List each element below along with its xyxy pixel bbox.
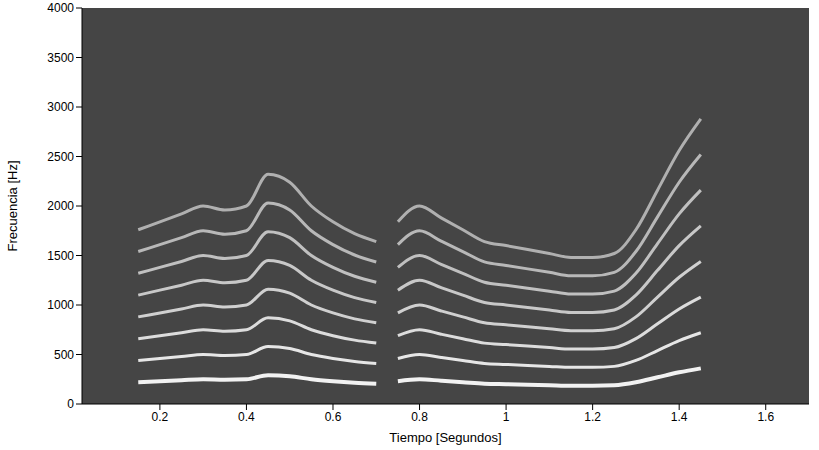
svg-text:1500: 1500: [47, 249, 74, 263]
svg-text:1.2: 1.2: [584, 410, 601, 424]
svg-text:3000: 3000: [47, 100, 74, 114]
svg-text:0: 0: [67, 397, 74, 411]
svg-text:4000: 4000: [47, 1, 74, 15]
svg-text:0.8: 0.8: [411, 410, 428, 424]
svg-text:2500: 2500: [47, 150, 74, 164]
svg-text:0.6: 0.6: [325, 410, 342, 424]
svg-text:3500: 3500: [47, 51, 74, 65]
svg-text:0.2: 0.2: [152, 410, 169, 424]
svg-text:Frecuencia [Hz]: Frecuencia [Hz]: [5, 160, 20, 251]
svg-text:1.4: 1.4: [671, 410, 688, 424]
svg-text:Tiempo [Segundos]: Tiempo [Segundos]: [389, 430, 501, 445]
svg-text:2000: 2000: [47, 199, 74, 213]
svg-text:500: 500: [54, 348, 74, 362]
svg-text:1: 1: [503, 410, 510, 424]
svg-text:1000: 1000: [47, 298, 74, 312]
svg-text:1.6: 1.6: [757, 410, 774, 424]
svg-text:0.4: 0.4: [238, 410, 255, 424]
